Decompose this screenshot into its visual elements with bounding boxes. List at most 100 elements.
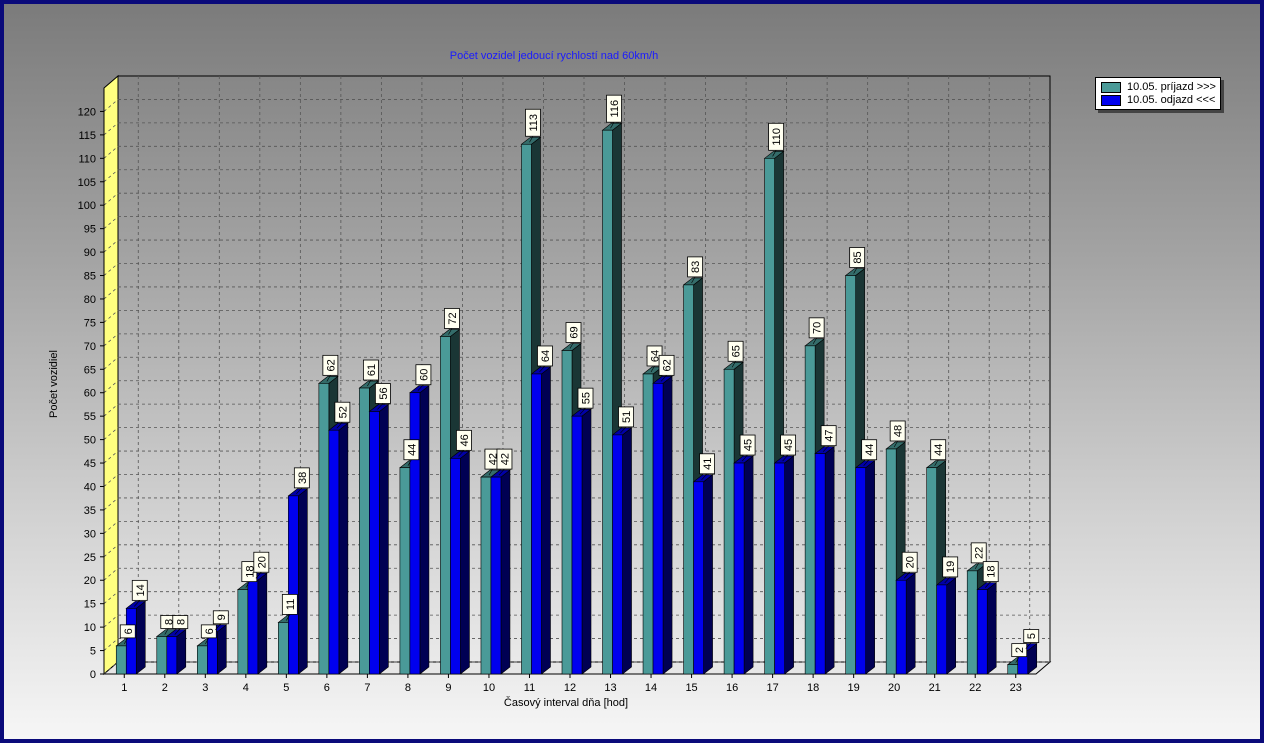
x-tick-label: 14 — [645, 682, 657, 694]
bar-front — [531, 373, 542, 675]
bar-front — [885, 448, 897, 675]
bar-front — [197, 645, 208, 675]
plot-left-wall — [103, 74, 119, 676]
y-tick-label: 55 — [84, 411, 96, 423]
data-label-leader — [741, 454, 748, 462]
data-label-leader — [812, 337, 817, 344]
bar-side — [298, 488, 308, 675]
bar-front — [976, 589, 988, 675]
y-axis-title: Počet vozidiel — [48, 350, 60, 418]
data-label-box — [496, 448, 513, 470]
bar-departure — [814, 446, 836, 675]
bar-front — [490, 476, 502, 675]
data-label-box — [119, 624, 136, 639]
bar-front — [115, 645, 127, 675]
bar-side — [946, 577, 956, 675]
data-label-box — [577, 387, 594, 409]
data-label-departure: 60 — [415, 364, 432, 391]
data-label-box — [334, 401, 351, 423]
bar-front — [814, 453, 826, 675]
bar-departure — [571, 408, 592, 675]
data-label-value: 6 — [204, 628, 216, 634]
data-label-value: 44 — [406, 444, 418, 456]
x-tick-label: 12 — [564, 682, 576, 694]
data-label-leader — [893, 440, 898, 448]
data-label-box — [281, 594, 298, 615]
y-tick-label: 115 — [78, 130, 96, 142]
x-tick-label: 13 — [604, 682, 616, 694]
data-label-leader — [569, 342, 574, 349]
data-label-value: 42 — [499, 453, 511, 465]
bar-side — [622, 427, 632, 675]
y-tick-label: 40 — [84, 481, 96, 493]
y-tick-label: 65 — [84, 364, 96, 376]
data-label-value: 55 — [581, 392, 593, 404]
data-label-departure: 41 — [699, 453, 715, 480]
data-label-box — [322, 354, 339, 376]
data-label-departure: 20 — [253, 551, 270, 579]
x-tick-label: 8 — [405, 682, 411, 694]
data-label-departure: 51 — [618, 406, 634, 434]
data-label-departure: 14 — [131, 579, 148, 607]
y-tick-label: 120 — [78, 106, 96, 118]
x-tick-label: 22 — [969, 682, 981, 694]
data-label-leader — [974, 562, 979, 570]
data-label-arrival: 85 — [849, 247, 866, 274]
bar-departure — [368, 403, 390, 675]
data-label-leader — [498, 468, 505, 476]
data-label-box — [537, 345, 553, 367]
data-label-value: 6 — [123, 628, 135, 634]
data-label-value: 18 — [986, 565, 998, 577]
bar-front — [855, 467, 866, 675]
y-tick-label: 30 — [84, 528, 96, 540]
data-label-departure: 42 — [496, 448, 513, 476]
y-tick-label: 75 — [84, 317, 96, 329]
bar-front — [237, 589, 249, 675]
data-label-box — [131, 579, 148, 601]
y-tick-label: 25 — [84, 552, 96, 564]
data-label-value: 9 — [216, 614, 228, 620]
data-label-box — [861, 439, 878, 461]
y-tick-label: 50 — [84, 435, 96, 447]
data-label-leader — [407, 459, 412, 466]
bar-departure — [895, 572, 917, 675]
data-label-box — [415, 364, 432, 386]
x-tick-label: 2 — [162, 682, 168, 694]
legend-item-departure: 10.05. odjazd <<< — [1101, 94, 1215, 106]
data-label-box — [808, 317, 825, 339]
data-label-arrival: 70 — [808, 317, 825, 344]
y-tick-label: 105 — [78, 177, 96, 189]
bar-side — [824, 446, 835, 675]
data-label-arrival: 61 — [362, 359, 379, 387]
data-label-leader — [255, 572, 262, 579]
legend-label-arrival: 10.05. príjazd >>> — [1127, 81, 1216, 93]
data-label-value: 64 — [650, 350, 662, 362]
x-tick-label: 20 — [888, 682, 900, 694]
data-label-box — [456, 429, 472, 451]
data-label-leader — [660, 375, 667, 382]
bar-side — [662, 375, 673, 675]
data-label-leader — [903, 572, 910, 579]
y-tick-label: 110 — [78, 153, 96, 165]
x-tick-label: 4 — [243, 682, 249, 694]
bar-front — [480, 476, 492, 675]
data-label-value: 61 — [366, 364, 378, 376]
bar-departure — [246, 572, 268, 675]
data-label-arrival: 83 — [687, 256, 703, 284]
data-label-arrival: 8 — [160, 615, 177, 635]
bar-front — [733, 462, 745, 675]
data-label-arrival: 72 — [444, 308, 460, 335]
data-label-value: 51 — [621, 411, 633, 423]
data-label-value: 5 — [1026, 633, 1038, 639]
bar-front — [652, 383, 664, 675]
data-label-value: 56 — [378, 387, 390, 399]
data-label-value: 2 — [1014, 647, 1026, 653]
x-tick-label: 17 — [766, 682, 778, 694]
data-label-leader — [164, 628, 169, 635]
data-label-departure: 18 — [982, 561, 999, 588]
data-label-value: 20 — [256, 556, 268, 568]
data-label-box — [606, 94, 622, 123]
data-label-value: 70 — [812, 322, 824, 334]
y-tick-label: 45 — [84, 458, 96, 470]
